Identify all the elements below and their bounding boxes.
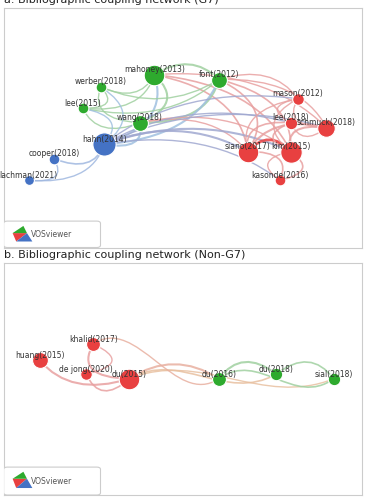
Point [216, 76, 222, 84]
Text: du(2016): du(2016) [201, 370, 236, 378]
Point [126, 375, 132, 383]
Polygon shape [12, 478, 27, 488]
Text: huang(2015): huang(2015) [15, 351, 64, 360]
Text: siano(2017): siano(2017) [225, 142, 270, 152]
Text: schmuck(2018): schmuck(2018) [297, 118, 356, 128]
Text: sial(2018): sial(2018) [314, 370, 353, 378]
Polygon shape [16, 478, 32, 488]
Point [83, 370, 89, 378]
Text: lee(2018): lee(2018) [272, 114, 309, 122]
Point [277, 176, 283, 184]
Point [26, 176, 32, 184]
Text: wang(2018): wang(2018) [117, 114, 163, 122]
Text: kim(2015): kim(2015) [271, 142, 310, 152]
Point [244, 148, 250, 156]
Point [331, 375, 337, 383]
Text: font(2012): font(2012) [199, 70, 239, 80]
Text: cooper(2018): cooper(2018) [28, 150, 79, 158]
Point [37, 356, 42, 364]
Text: kasonde(2016): kasonde(2016) [251, 171, 309, 180]
Point [80, 104, 86, 112]
FancyBboxPatch shape [4, 467, 101, 495]
Text: mason(2012): mason(2012) [272, 90, 323, 98]
Polygon shape [12, 226, 27, 233]
Point [137, 118, 143, 126]
Text: hahn(2014): hahn(2014) [82, 135, 126, 144]
Text: du(2018): du(2018) [259, 365, 294, 374]
Point [295, 94, 301, 102]
Point [216, 375, 222, 383]
Point [98, 82, 104, 90]
Text: VOSviewer: VOSviewer [30, 476, 72, 486]
Polygon shape [12, 472, 27, 478]
Polygon shape [16, 233, 32, 241]
Text: de jong(2020): de jong(2020) [59, 365, 113, 374]
Text: mahoney(2013): mahoney(2013) [124, 66, 185, 74]
Point [90, 340, 96, 348]
Text: a. Bibliographic coupling network (G7): a. Bibliographic coupling network (G7) [4, 0, 218, 6]
Text: khalid(2017): khalid(2017) [69, 334, 118, 344]
Point [288, 148, 294, 156]
Text: b. Bibliographic coupling network (Non-G7): b. Bibliographic coupling network (Non-G… [4, 250, 245, 260]
Point [152, 70, 157, 78]
Point [273, 370, 279, 378]
FancyBboxPatch shape [4, 221, 101, 248]
Point [51, 154, 57, 162]
Polygon shape [12, 233, 27, 241]
Point [324, 124, 329, 132]
Text: du(2015): du(2015) [112, 370, 147, 378]
Text: lee(2015): lee(2015) [64, 99, 101, 108]
Text: werber(2018): werber(2018) [75, 78, 127, 86]
Text: lachman(2021): lachman(2021) [0, 171, 58, 180]
Point [288, 118, 294, 126]
Text: VOSviewer: VOSviewer [30, 230, 72, 239]
Point [101, 140, 107, 148]
